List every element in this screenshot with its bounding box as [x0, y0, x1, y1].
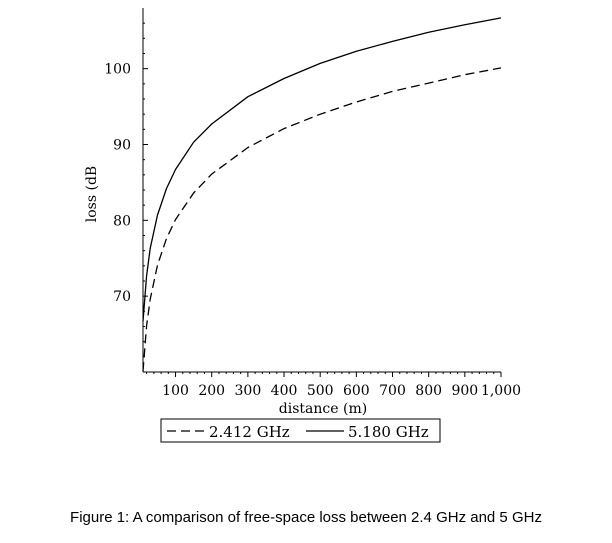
x-tick-label: 900 — [451, 383, 478, 399]
y-tick-label: 100 — [104, 62, 131, 78]
y-tick-label: 90 — [113, 138, 131, 154]
series-line-2412 — [142, 67, 502, 372]
x-tick-label: 600 — [343, 383, 370, 399]
x-tick-label: 1,000 — [481, 383, 521, 399]
plot-area — [142, 17, 502, 372]
x-tick-label: 500 — [307, 383, 334, 399]
x-tick-label: 700 — [379, 383, 406, 399]
legend-box — [160, 418, 441, 443]
axes: 100 200 300 400 500 600 700 800 900 1,000 70 80 90 10… — [104, 8, 521, 399]
y-tick-label: 70 — [113, 289, 131, 305]
x-tick-label: 200 — [198, 383, 225, 399]
y-tick-label: 80 — [113, 213, 131, 229]
legend-label-2412: 2.412 GHz — [209, 423, 290, 441]
x-tick-label: 800 — [415, 383, 442, 399]
y-axis-title: loss (dB — [84, 166, 100, 222]
loss-chart: 100 200 300 400 500 600 700 800 900 1,000 70 80 90 10… — [84, 8, 521, 443]
legend: 2.412 GHz 5.180 GHz — [160, 418, 441, 443]
x-axis-title: distance (m) — [279, 401, 367, 417]
x-tick-label: 300 — [235, 383, 262, 399]
x-tick-label: 100 — [162, 383, 189, 399]
legend-label-5180: 5.180 GHz — [348, 423, 429, 441]
series-line-5180 — [142, 17, 502, 322]
x-tick-label: 400 — [271, 383, 298, 399]
figure-caption: Figure 1: A comparison of free-space los… — [70, 509, 542, 526]
